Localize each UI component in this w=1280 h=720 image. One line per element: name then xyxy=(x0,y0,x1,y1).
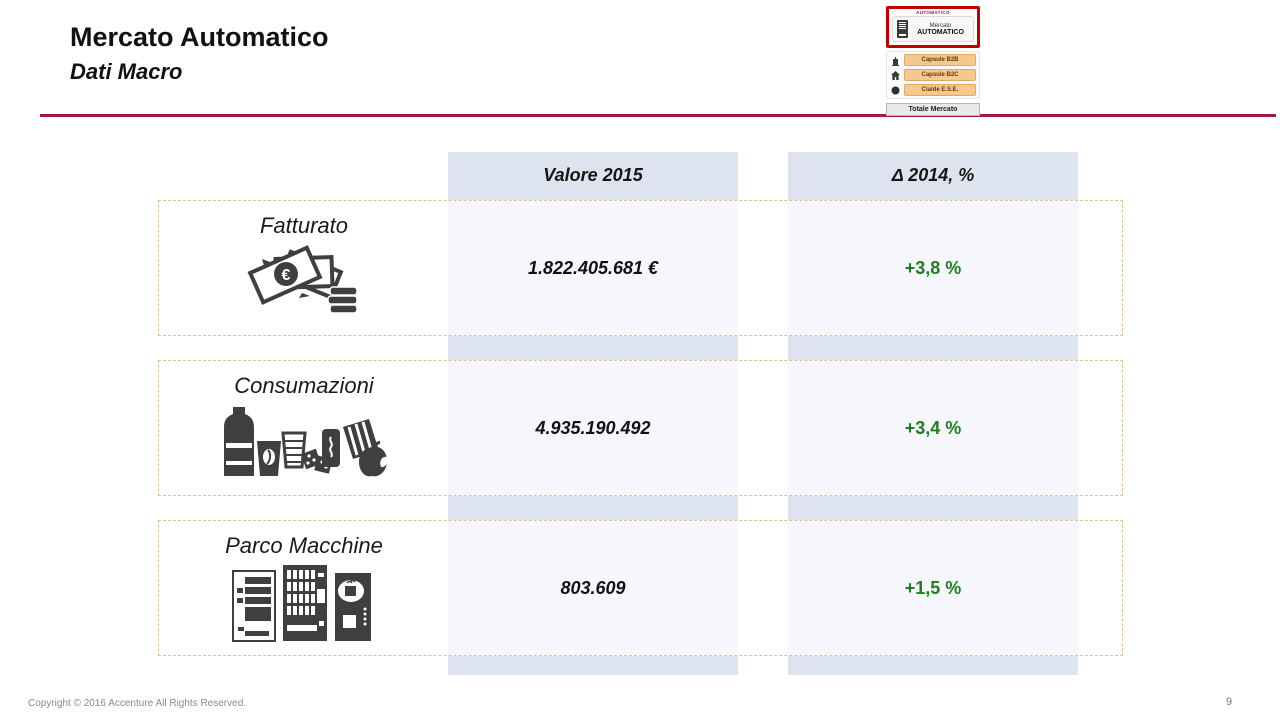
row-label-parco-macchine: Parco Macchine xyxy=(225,533,383,558)
table-row-consumazioni: Consumazioni xyxy=(158,360,1123,496)
page-title: Mercato Automatico xyxy=(70,22,329,52)
cell-consumazioni-valore: 4.935.190.492 xyxy=(448,361,738,495)
cell-fatturato-valore: 1.822.405.681 € xyxy=(448,201,738,335)
column-header-valore-2015: Valore 2015 xyxy=(543,165,643,185)
minimap-active-line1: Mercato xyxy=(929,22,952,29)
minimap-item-cialde-ese[interactable]: Cialde E.S.E. xyxy=(890,84,976,96)
cell-parco-macchine-delta: +1,5 % xyxy=(788,521,1078,655)
title-block: Mercato Automatico Dati Macro xyxy=(70,22,329,85)
svg-text:€: € xyxy=(282,267,291,284)
vending-machines-icon xyxy=(229,565,379,648)
row-label-consumazioni: Consumazioni xyxy=(234,373,374,398)
row-label-fatturato: Fatturato xyxy=(259,213,349,238)
euro-banknotes-icon: € xyxy=(244,245,364,322)
cell-fatturato-delta: +3,8 % xyxy=(788,201,1078,335)
vending-machine-mini-icon xyxy=(897,20,908,38)
copyright-text: Copyright © 2016 Accenture All Rights Re… xyxy=(28,698,247,709)
minimap-active-section[interactable]: AUTOMATICO Mercato AUTOMATICO xyxy=(886,6,980,48)
minimap-item-capsule-b2b[interactable]: Capsule B2B xyxy=(890,54,976,66)
home-icon xyxy=(890,70,901,81)
section-minimap: AUTOMATICO Mercato AUTOMATICO Capsule B2… xyxy=(886,6,980,116)
table-row-fatturato: Fatturato € 1.822.405.6 xyxy=(158,200,1123,336)
pod-icon xyxy=(890,85,901,96)
snacks-drinks-icon xyxy=(219,405,389,484)
minimap-item-label: Capsule B2C xyxy=(904,69,976,81)
minimap-item-capsule-b2c[interactable]: Capsule B2C xyxy=(890,69,976,81)
accent-divider xyxy=(40,114,1276,117)
minimap-top-label: AUTOMATICO xyxy=(916,10,950,16)
minimap-total-mercato[interactable]: Totale Mercato xyxy=(886,103,980,116)
building-icon xyxy=(890,55,901,66)
cell-consumazioni-delta: +3,4 % xyxy=(788,361,1078,495)
minimap-item-label: Capsule B2B xyxy=(904,54,976,66)
minimap-item-label: Cialde E.S.E. xyxy=(904,84,976,96)
cell-parco-macchine-valore: 803.609 xyxy=(448,521,738,655)
page-subtitle: Dati Macro xyxy=(70,59,183,85)
table-row-parco-macchine: Parco Macchine xyxy=(158,520,1123,656)
column-header-delta-2014: Δ 2014, % xyxy=(891,165,975,185)
minimap-item-list: Capsule B2B Capsule B2C Cialde E.S.E. xyxy=(886,51,980,99)
minimap-active-line2: AUTOMATICO xyxy=(917,28,964,36)
page-number: 9 xyxy=(1226,696,1233,708)
